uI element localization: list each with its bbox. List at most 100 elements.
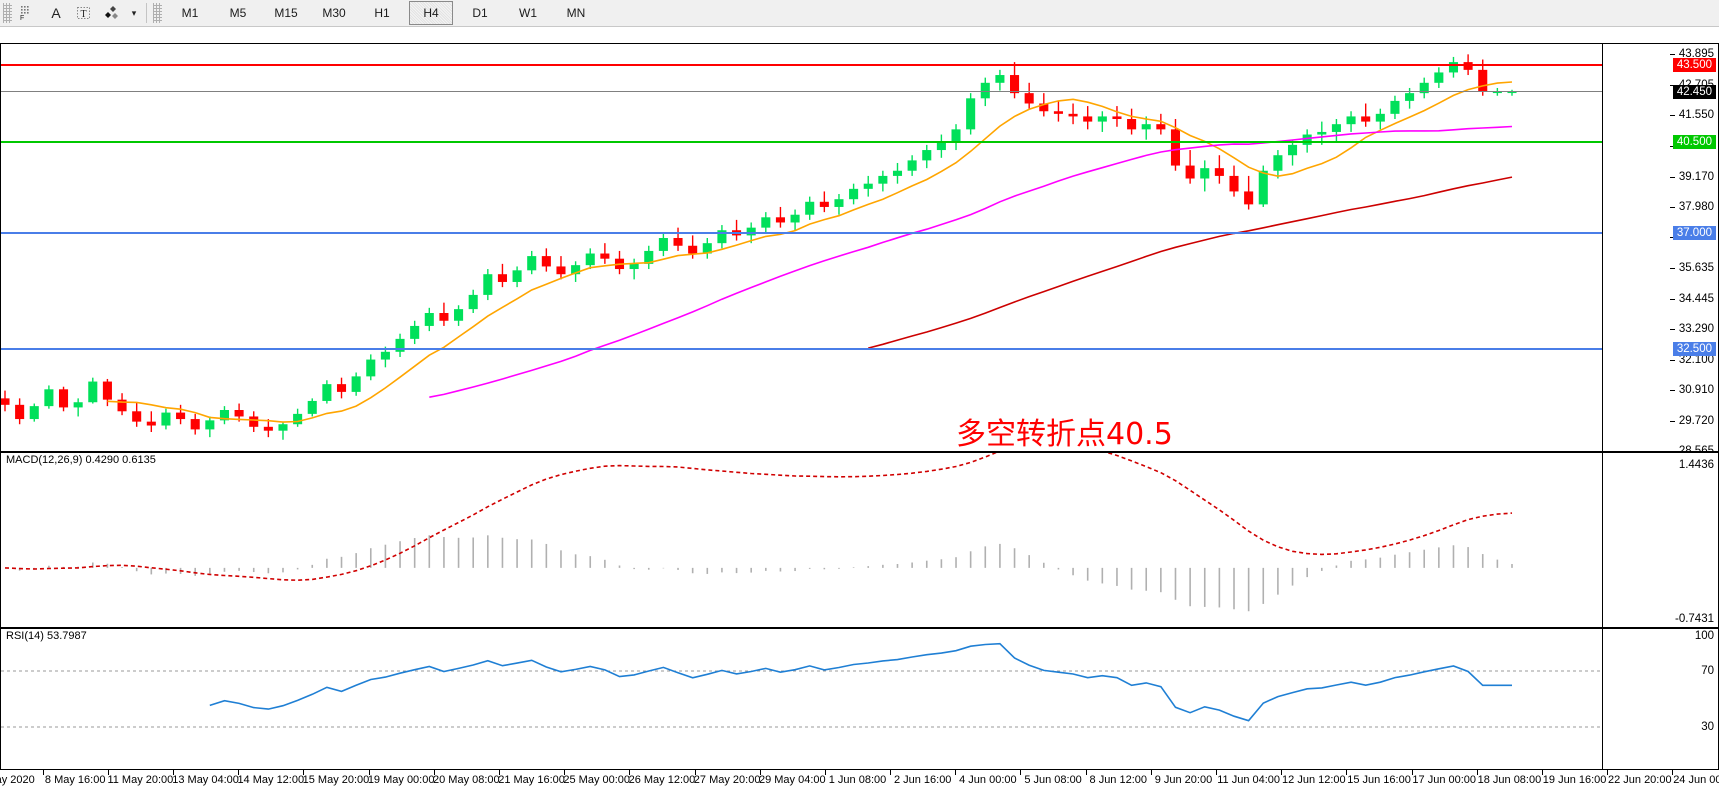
time-tick-label: 8 May 16:00	[44, 774, 106, 786]
text-label-glyph: A	[51, 5, 61, 21]
price-tick: 34.445	[1669, 292, 1714, 305]
time-tick-label: 19 May 00:00	[367, 774, 435, 786]
time-tick-label: 12 Jun 12:00	[1282, 774, 1346, 786]
time-tick-label: 11 Jun 04:00	[1217, 774, 1281, 786]
macd-tick: -0.7431	[1674, 613, 1714, 625]
timeframe-m30[interactable]: M30	[322, 6, 346, 20]
time-tick-mark	[890, 770, 892, 775]
level-line-current-price[interactable]	[1, 90, 1602, 92]
time-tick-mark	[433, 770, 435, 775]
price-tick: 35.635	[1669, 262, 1714, 275]
svg-text:T: T	[81, 9, 87, 20]
objects-icon[interactable]	[98, 2, 126, 24]
price-tag-32-500[interactable]: 32.500	[1672, 342, 1716, 357]
time-tick-label: 14 May 12:00	[237, 774, 305, 786]
time-tick-mark	[1411, 770, 1413, 775]
time-tick-label: 2 Jun 16:00	[893, 774, 952, 786]
time-tick-mark	[629, 770, 631, 775]
level-line-support-blue-2[interactable]	[1, 348, 1602, 351]
time-tick-label: 17 Jun 00:00	[1412, 774, 1477, 786]
time-tick-label: 15 Jun 16:00	[1347, 774, 1411, 786]
time-tick-label: 26 May 12:00	[628, 774, 696, 786]
time-tick-mark	[42, 770, 44, 775]
chevron-down-icon[interactable]: ▾	[126, 2, 142, 24]
time-tick-mark	[1085, 770, 1087, 775]
time-tick-label: 5 Jun 08:00	[1024, 774, 1082, 786]
time-tick-mark	[368, 770, 370, 775]
timeframe-m1[interactable]: M1	[181, 6, 199, 20]
rsi-axis: 100 70 30	[1602, 629, 1718, 769]
toolbar-grip[interactable]	[3, 3, 12, 23]
time-tick-mark	[1281, 770, 1283, 775]
price-tick: 32.100	[1669, 353, 1714, 366]
price-chart-panel[interactable]: 多空转折点40.5 43.89542.70541.55040.36039.170…	[0, 43, 1719, 457]
rsi-tick: 100	[1694, 630, 1714, 642]
time-tick-label: 22 Jun 20:00	[1607, 774, 1672, 786]
price-tick: 41.550	[1669, 109, 1714, 122]
level-line-resistance-red[interactable]	[1, 63, 1602, 66]
price-tag-40-500[interactable]: 40.500	[1672, 135, 1716, 150]
rsi-svg	[1, 642, 1602, 728]
rsi-panel[interactable]: RSI(14) 53.7987 100 70 30	[0, 628, 1719, 770]
macd-svg	[4, 453, 1513, 612]
price-tag-37-000[interactable]: 37.000	[1672, 225, 1716, 240]
rsi-plot-area[interactable]	[1, 629, 1602, 769]
timeframe-d1[interactable]: D1	[472, 6, 488, 20]
time-tick-mark	[1672, 770, 1674, 775]
price-axis[interactable]: 43.89542.70541.55040.36039.17037.98036.8…	[1602, 44, 1718, 457]
time-tick-label: 29 May 04:00	[758, 774, 826, 786]
price-tick: 39.170	[1669, 170, 1714, 183]
time-tick-mark	[172, 770, 174, 775]
time-tick-mark	[238, 770, 240, 775]
time-tick-mark	[1216, 770, 1218, 775]
time-tick-mark	[1542, 770, 1544, 775]
timeframe-h4[interactable]: H4	[409, 1, 453, 25]
time-tick-mark	[1346, 770, 1348, 775]
level-line-pivot-green[interactable]	[1, 141, 1602, 144]
time-tick-label: 11 May 20:00	[107, 774, 174, 786]
macd-axis: 1.4436 -0.7431	[1602, 453, 1718, 627]
time-tick-mark	[955, 770, 957, 775]
time-tick-label: 9 Jun 20:00	[1154, 774, 1213, 786]
time-tick-mark	[303, 770, 305, 775]
time-tick-label: 4 Jun 00:00	[959, 774, 1017, 786]
macd-panel[interactable]: MACD(12,26,9) 0.4290 0.6135 1.4436 -0.743…	[0, 452, 1719, 628]
timeframe-grip[interactable]	[153, 3, 162, 23]
price-tick: 30.910	[1669, 384, 1714, 397]
time-tick-mark	[1150, 770, 1152, 775]
text-label-icon[interactable]: A	[42, 2, 70, 24]
time-tick-mark	[498, 770, 500, 775]
rsi-tick: 70	[1701, 665, 1714, 677]
time-tick-label: 19 Jun 16:00	[1542, 774, 1607, 786]
macd-plot-area[interactable]	[1, 453, 1602, 627]
toolbar: F A T ▾ M1 M5 M15 M30 H1 H4	[0, 0, 1719, 27]
timeframe-m15[interactable]: M15	[274, 6, 298, 20]
price-tag-43-500[interactable]: 43.500	[1672, 57, 1716, 72]
price-candles-svg	[1, 54, 1517, 440]
timeframe-w1[interactable]: W1	[519, 6, 537, 20]
time-tick-mark	[694, 770, 696, 775]
price-tag-42-450[interactable]: 42.450	[1672, 84, 1716, 99]
time-tick-label: 8 Jun 12:00	[1089, 774, 1148, 786]
time-tick-label: 13 May 04:00	[172, 774, 239, 786]
svg-text:F: F	[20, 15, 24, 21]
timeframe-mn[interactable]: MN	[566, 6, 586, 20]
time-tick-label: 1 Jun 08:00	[828, 774, 887, 786]
price-tick: 29.720	[1669, 415, 1714, 428]
time-tick-mark	[107, 770, 109, 775]
time-tick-label: 21 May 16:00	[498, 774, 565, 786]
time-tick-label: 7 May 2020	[0, 774, 35, 786]
timeframe-h1[interactable]: H1	[374, 6, 390, 20]
text-box-icon[interactable]: T	[70, 2, 98, 24]
timeframe-m5[interactable]: M5	[229, 6, 247, 20]
chart-annotation-text: 多空转折点40.5	[956, 417, 1173, 451]
price-plot-area[interactable]: 多空转折点40.5	[1, 44, 1602, 451]
time-tick-label: 24 Jun 00:00	[1673, 774, 1719, 786]
time-tick-mark	[1607, 770, 1609, 775]
price-tick: 33.290	[1669, 322, 1714, 335]
time-tick-label: 20 May 08:00	[433, 774, 500, 786]
crosshair-grid-icon[interactable]: F	[14, 2, 42, 24]
level-line-support-blue-1[interactable]	[1, 231, 1602, 234]
